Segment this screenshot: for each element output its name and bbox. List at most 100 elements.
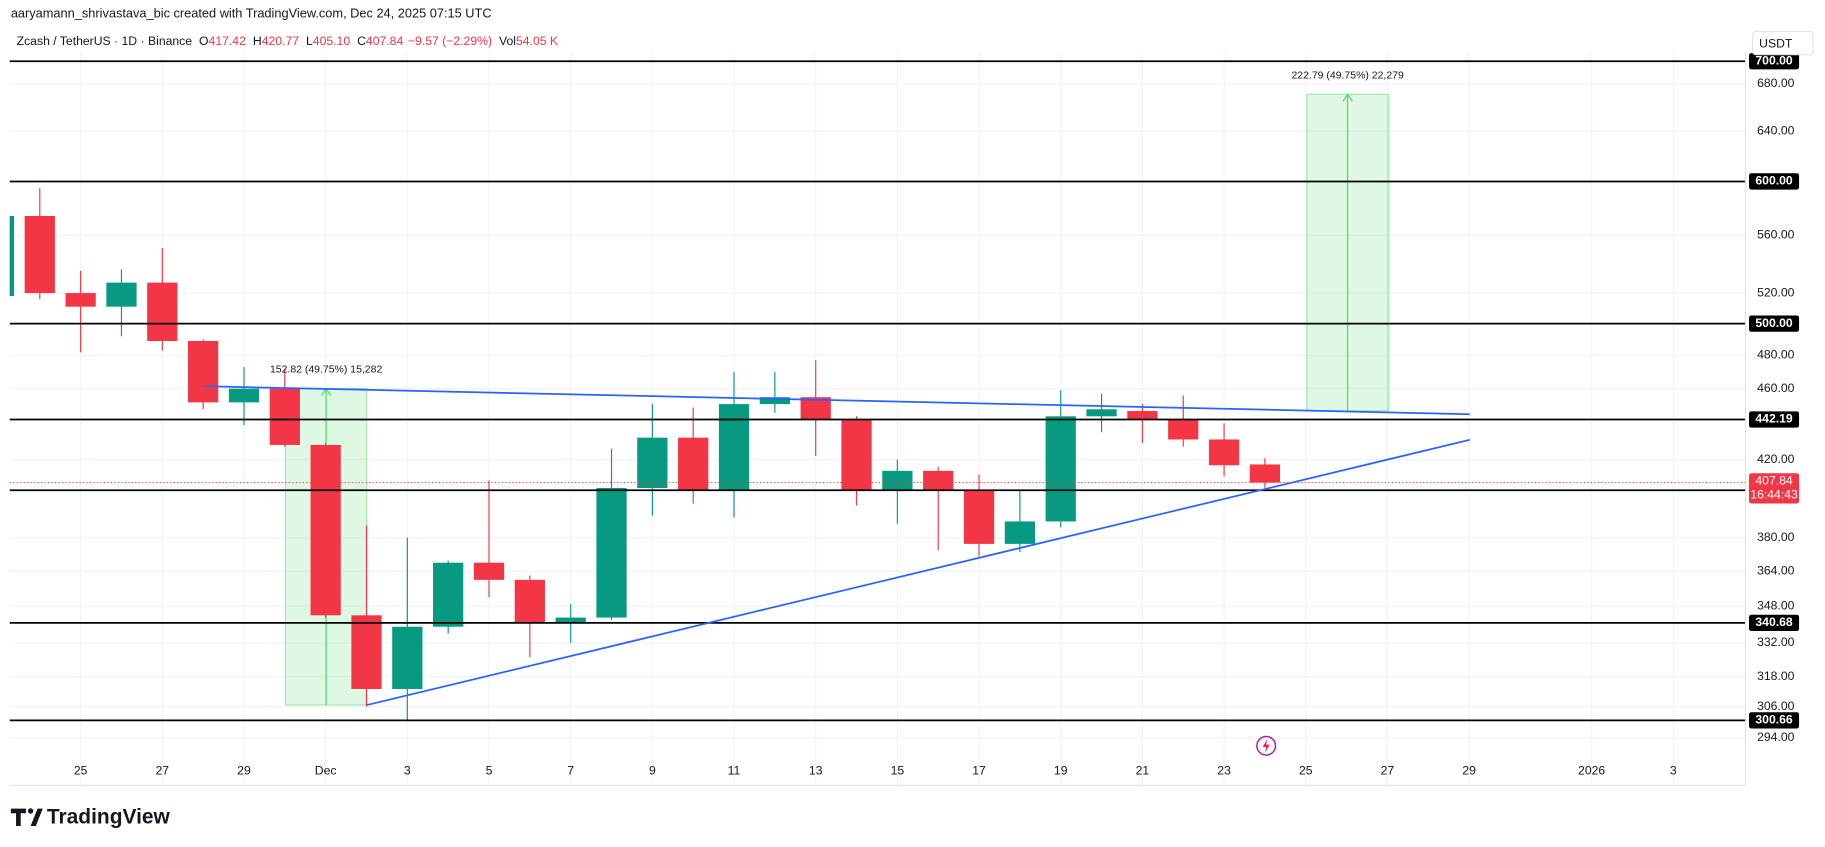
x-tick-label: 2026 bbox=[1578, 764, 1605, 778]
measure-label: 222.79 (49.75%) 22,279 bbox=[1291, 70, 1404, 81]
alert-icon[interactable] bbox=[1256, 735, 1277, 756]
candle-body bbox=[65, 293, 96, 307]
candle-body bbox=[269, 388, 300, 445]
candle-body bbox=[433, 562, 464, 627]
x-tick-label: 3 bbox=[404, 764, 411, 778]
x-tick-label: 9 bbox=[649, 764, 656, 778]
legend-value: 405.10 bbox=[313, 34, 351, 48]
watermark: aaryamann_shrivastava_bic created with T… bbox=[11, 5, 492, 20]
y-tick-label: 318.00 bbox=[1757, 669, 1795, 683]
legend-value: 54.05 K bbox=[516, 34, 558, 48]
x-tick-label: 5 bbox=[486, 764, 493, 778]
x-tick-label: Dec bbox=[315, 764, 337, 778]
measure-arrowhead bbox=[1342, 93, 1353, 102]
trend-line bbox=[205, 385, 1470, 416]
level-label: 340.68 bbox=[1755, 615, 1793, 629]
axes: 294.00 306.00 318.00 332.00 348.00 364.00 380.… bbox=[74, 53, 1800, 778]
y-tick-label: 380.00 bbox=[1757, 530, 1795, 544]
candle-body bbox=[310, 444, 341, 616]
candle-body bbox=[1127, 411, 1158, 420]
measure-label: 152.82 (49.75%) 15,282 bbox=[270, 365, 383, 376]
candle-body bbox=[514, 579, 545, 623]
candle-body bbox=[1249, 464, 1281, 483]
candle-body bbox=[24, 215, 55, 294]
candle-body bbox=[800, 397, 831, 420]
y-tick-label: 560.00 bbox=[1757, 227, 1795, 241]
x-tick-label: 11 bbox=[728, 764, 741, 778]
legend-value: 407.84 bbox=[366, 34, 404, 48]
candle-body bbox=[963, 489, 995, 544]
symbol-legend: Zcash / TetherUS · 1D · Binance O417.42 H4… bbox=[17, 34, 558, 48]
legend-value: −9.57 (−2.29%) bbox=[408, 34, 492, 48]
x-tick-label: 27 bbox=[1381, 764, 1395, 778]
candle-body bbox=[1208, 439, 1240, 466]
level-label: 500.00 bbox=[1755, 316, 1793, 330]
x-tick-label: 17 bbox=[972, 764, 986, 778]
x-tick-label: 25 bbox=[1299, 764, 1313, 778]
candle-body bbox=[147, 282, 178, 341]
candle-body bbox=[392, 626, 423, 689]
candle-body bbox=[923, 470, 954, 490]
x-tick-label: 23 bbox=[1217, 764, 1231, 778]
candle-body bbox=[106, 282, 137, 307]
level-label: 442.19 bbox=[1755, 412, 1793, 426]
legend-key: L bbox=[306, 34, 313, 48]
countdown: 16:44:43 bbox=[1750, 488, 1798, 502]
candle-body bbox=[1086, 409, 1117, 417]
level-label-box bbox=[1749, 53, 1800, 70]
level-label-box bbox=[1749, 614, 1800, 632]
candle-body bbox=[188, 340, 219, 403]
trend-line bbox=[366, 438, 1471, 706]
candle-body bbox=[351, 615, 382, 689]
y-tick-label: 420.00 bbox=[1757, 452, 1795, 466]
y-tick-label: 680.00 bbox=[1757, 76, 1795, 90]
candle-body bbox=[678, 437, 709, 490]
last-price-box bbox=[1749, 473, 1800, 504]
legend-key: C bbox=[357, 34, 366, 48]
candle-body bbox=[759, 397, 790, 405]
x-tick-label: 19 bbox=[1054, 764, 1068, 778]
y-tick-label: 460.00 bbox=[1757, 381, 1795, 395]
x-tick-label: 7 bbox=[567, 764, 574, 778]
y-tick-label: 294.00 bbox=[1757, 730, 1795, 744]
level-label: 300.66 bbox=[1755, 713, 1793, 727]
level-label: 600.00 bbox=[1755, 174, 1793, 188]
symbol: Zcash / TetherUS · 1D · Binance bbox=[17, 34, 193, 48]
y-tick-label: 520.00 bbox=[1757, 285, 1795, 299]
x-tick-label: 21 bbox=[1136, 764, 1150, 778]
x-tick-label: 13 bbox=[809, 764, 823, 778]
level-label: 700.00 bbox=[1755, 53, 1793, 67]
brand-logo: TradingView bbox=[10, 805, 171, 828]
x-tick-label: 29 bbox=[1462, 764, 1476, 778]
y-tick-label: 640.00 bbox=[1757, 123, 1795, 137]
level-label-box bbox=[1749, 712, 1800, 729]
candle-body bbox=[637, 437, 668, 488]
y-tick-label: 306.00 bbox=[1757, 699, 1795, 713]
legend-key: O bbox=[199, 34, 209, 48]
currency[interactable]: USDT bbox=[1759, 36, 1793, 50]
candle-body bbox=[1004, 521, 1036, 544]
y-tick-label: 332.00 bbox=[1757, 635, 1795, 649]
x-tick-label: 15 bbox=[891, 764, 905, 778]
candle-body bbox=[1045, 416, 1076, 522]
legend-value: 417.42 bbox=[209, 34, 247, 48]
candle-body bbox=[9, 215, 15, 297]
y-tick-label: 348.00 bbox=[1757, 599, 1795, 613]
candle-body bbox=[1168, 419, 1199, 440]
candle-body bbox=[596, 487, 627, 618]
x-tick-label: 25 bbox=[74, 764, 88, 778]
y-tick-label: 364.00 bbox=[1757, 563, 1795, 577]
level-label-box bbox=[1749, 315, 1800, 332]
currency-box[interactable] bbox=[1751, 30, 1814, 56]
last-price-label: 407.84 bbox=[1755, 474, 1793, 488]
candle-body bbox=[473, 562, 505, 580]
candle-body bbox=[228, 388, 260, 403]
x-tick-label: 29 bbox=[237, 764, 251, 778]
y-tick-label: 480.00 bbox=[1757, 348, 1795, 362]
candle-body bbox=[718, 404, 750, 490]
legend-value: 420.77 bbox=[262, 34, 300, 48]
candle-body bbox=[882, 470, 913, 490]
brand: TradingView bbox=[47, 805, 171, 828]
legend-key: Vol bbox=[499, 34, 516, 48]
